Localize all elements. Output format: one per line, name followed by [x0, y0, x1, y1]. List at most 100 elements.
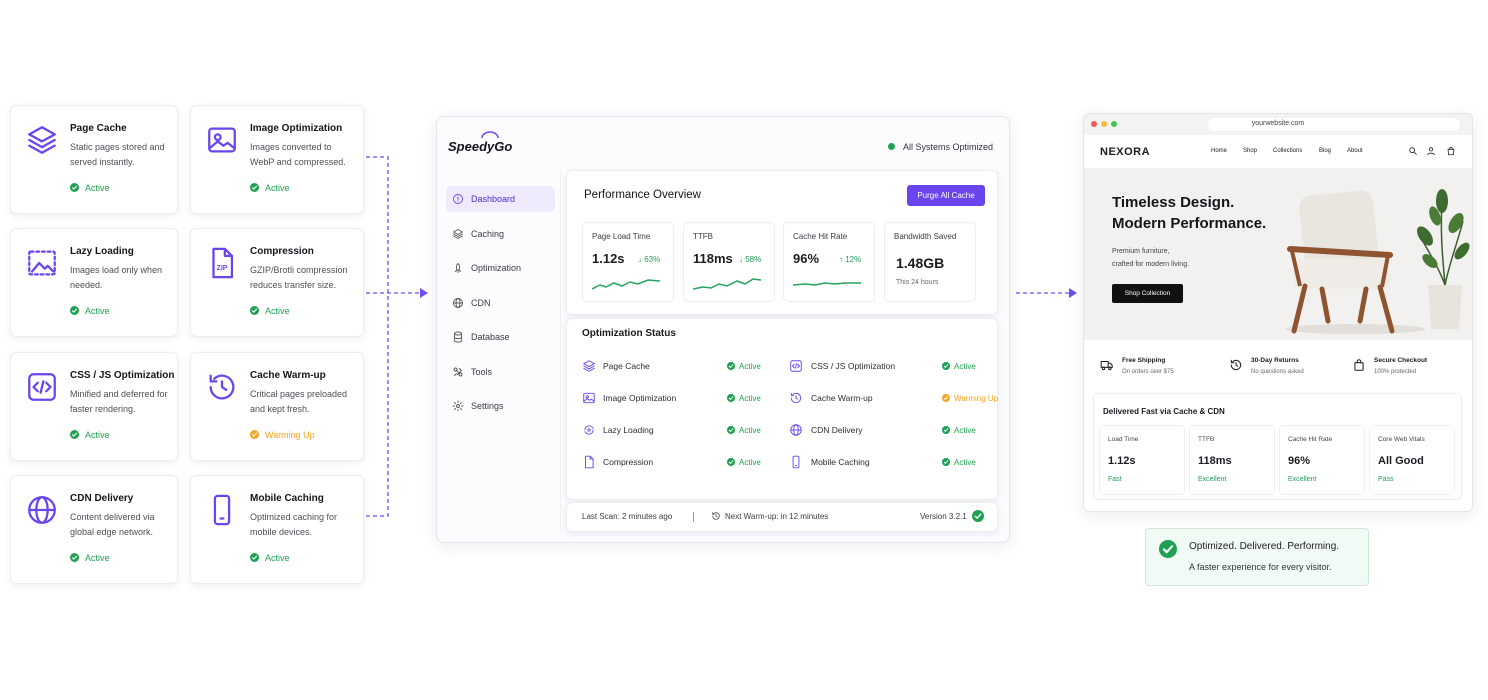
feature-title: Cache Warm-up: [250, 370, 326, 381]
nav-item[interactable]: Optimization: [471, 263, 522, 273]
path-shape: [71, 432, 78, 437]
arrow-head: [1069, 288, 1077, 298]
url-bar: [1208, 118, 1460, 131]
feature-description: GZIP/Brotli compression reduces transfer…: [250, 265, 348, 290]
site-nav-link[interactable]: About: [1347, 148, 1363, 154]
icon: [212, 247, 234, 279]
icon: [453, 297, 463, 308]
hero-button[interactable]: Shop Collection: [1112, 284, 1183, 303]
path-shape: [30, 261, 55, 273]
icon: [790, 424, 802, 436]
circle-shape: [70, 183, 79, 192]
delivered-card: [1093, 393, 1462, 500]
feature-title: CDN Delivery: [70, 493, 134, 504]
window-dot: [1091, 121, 1097, 127]
icon: [584, 425, 594, 435]
feature-description: Critical pages preloaded and kept fresh.: [250, 389, 348, 414]
path-shape: [583, 367, 595, 372]
icon: [28, 496, 56, 524]
status-value: Warming Up: [954, 394, 999, 403]
ellipse-shape: [1429, 206, 1441, 226]
stat-note: Fast: [1108, 476, 1122, 483]
path-shape: [209, 374, 218, 383]
feature-card: [190, 105, 364, 214]
status-icon: [250, 306, 259, 315]
path-shape: [1235, 362, 1239, 367]
site-nav-link[interactable]: Shop: [1243, 148, 1258, 154]
path-shape: [209, 374, 235, 400]
sparkline: [592, 279, 661, 290]
stat-value: 118ms: [1198, 455, 1232, 467]
circle-shape: [70, 553, 79, 562]
performance-title: Performance Overview: [584, 189, 701, 201]
circle-shape: [585, 395, 589, 399]
purge-button[interactable]: Purge All Cache: [907, 185, 985, 206]
path-shape: [790, 392, 802, 404]
path-shape: [251, 308, 258, 313]
path-shape: [1356, 359, 1362, 364]
metric-value: 96%: [793, 251, 820, 266]
circle-shape: [70, 430, 79, 439]
path-shape: [943, 428, 949, 433]
feature-card: [190, 475, 364, 584]
status-value: Active: [954, 426, 976, 435]
metric-change: ↓ 58%: [739, 255, 762, 264]
brand-mark: [481, 131, 499, 139]
nav-item[interactable]: Database: [471, 332, 510, 342]
stat-label: Cache Hit Rate: [1288, 436, 1333, 443]
perk-title: 30-Day Returns: [1251, 357, 1299, 364]
nav-item[interactable]: Caching: [471, 228, 505, 239]
path-shape: [453, 233, 463, 237]
icon-label: ZIP: [216, 265, 228, 272]
feature-title: Lazy Loading: [70, 246, 134, 257]
site-nav-link[interactable]: Collections: [1273, 148, 1303, 154]
icon: [209, 374, 235, 400]
site-nav-link[interactable]: Blog: [1319, 148, 1332, 154]
path-shape: [795, 395, 799, 400]
icon: [1230, 359, 1242, 371]
path-shape: [712, 512, 720, 520]
path-shape: [1230, 359, 1235, 364]
icon: [213, 494, 231, 526]
path-shape: [1290, 250, 1390, 288]
hero-image: [1285, 189, 1470, 334]
path-shape: [453, 235, 463, 239]
site-nav-link[interactable]: Home: [1211, 148, 1228, 154]
status-icon: [70, 553, 79, 562]
status-value: Active: [739, 394, 761, 403]
status-name: CDN Delivery: [811, 425, 863, 435]
perk-sub: 100% protected: [1374, 369, 1417, 375]
feature-card: [10, 352, 178, 461]
nav-item[interactable]: Tools: [471, 366, 493, 377]
footer-card: [566, 502, 998, 532]
stat-label: Load Time: [1108, 436, 1139, 443]
feature-status: Active: [85, 553, 110, 563]
path-shape: [454, 367, 462, 376]
path-shape: [790, 392, 795, 397]
window-dot: [1111, 121, 1117, 127]
feature-status: Active: [85, 183, 110, 193]
status-icon: [250, 553, 259, 562]
site-logo: NEXORA: [1100, 146, 1151, 158]
path-shape: [1447, 148, 1455, 156]
icon: [583, 360, 595, 372]
nav-item[interactable]: Dashboard: [471, 194, 516, 204]
path-shape: [220, 380, 228, 391]
circle-shape: [250, 430, 259, 439]
metric-change: ↑ 12%: [839, 255, 862, 264]
status-icon: [250, 183, 259, 192]
stat-value: All Good: [1378, 455, 1424, 467]
path-shape: [728, 428, 734, 433]
path-shape: [584, 425, 594, 431]
nav-item[interactable]: CDN: [471, 297, 491, 308]
circle-shape: [1428, 147, 1434, 152]
ellipse-shape: [1422, 254, 1438, 268]
status-icon: [1159, 540, 1177, 558]
circle-shape: [727, 426, 735, 434]
nav-item[interactable]: Settings: [471, 401, 504, 411]
feature-description: Content delivered via global edge networ…: [70, 512, 155, 537]
circle-shape: [587, 428, 591, 432]
feature-card: [190, 228, 364, 337]
feature-card: [190, 352, 364, 461]
status-name: Page Cache: [603, 361, 650, 371]
